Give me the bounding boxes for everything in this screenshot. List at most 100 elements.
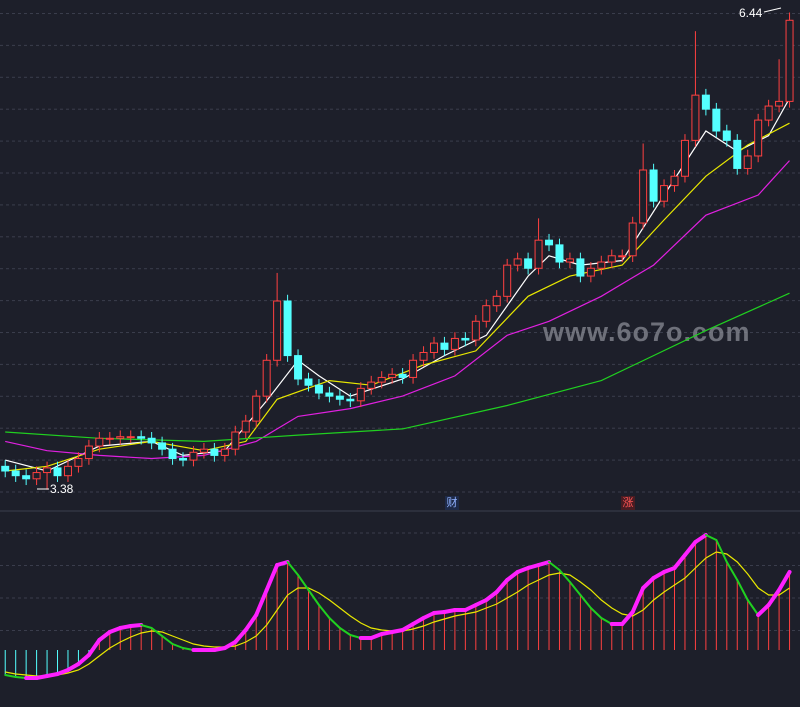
candle-body bbox=[429, 342, 438, 353]
moving-average-line bbox=[5, 122, 790, 472]
indicator-line-segment bbox=[494, 578, 510, 594]
candle-body bbox=[607, 255, 616, 263]
indicator-line-segment bbox=[682, 540, 698, 557]
candle-body bbox=[565, 258, 574, 263]
indicator-line-segment bbox=[171, 643, 185, 649]
candle-body bbox=[283, 300, 292, 357]
candle-body bbox=[534, 239, 543, 269]
candle-body bbox=[210, 448, 219, 456]
candle-body bbox=[440, 342, 449, 350]
candle-body bbox=[649, 169, 658, 202]
candle-body bbox=[179, 458, 188, 461]
candle-body bbox=[43, 467, 52, 474]
candle-body bbox=[576, 258, 585, 277]
candle-body bbox=[733, 139, 742, 169]
plot-layer bbox=[1, 12, 794, 680]
candle-body bbox=[545, 239, 554, 246]
candle-body bbox=[388, 373, 397, 378]
indicator-line-segment bbox=[243, 613, 259, 632]
candle-body bbox=[199, 448, 208, 453]
indicator-line-segment bbox=[558, 569, 571, 583]
indicator-line-segment bbox=[86, 638, 102, 657]
indicator-line-segment bbox=[297, 574, 310, 591]
candle-body bbox=[503, 264, 512, 297]
candle-body bbox=[335, 395, 344, 400]
indicator-line-segment bbox=[736, 579, 749, 601]
indicator-line-segment bbox=[725, 561, 739, 581]
candle-body bbox=[262, 359, 271, 397]
indicator-line-segment bbox=[568, 581, 582, 596]
candle-body bbox=[168, 448, 177, 460]
indicator-line-segment bbox=[651, 570, 667, 580]
candle-body bbox=[147, 437, 156, 444]
candle-body bbox=[513, 258, 522, 266]
candle-body bbox=[764, 105, 773, 121]
candle-body bbox=[670, 175, 679, 187]
candle-body bbox=[597, 261, 606, 269]
indicator-line-segment bbox=[693, 533, 708, 544]
indicator-line-segment bbox=[756, 603, 771, 617]
indicator-line-segment bbox=[548, 561, 561, 571]
indicator-line-segment bbox=[317, 604, 331, 619]
candle-body bbox=[32, 472, 41, 480]
candle-body bbox=[220, 448, 229, 456]
candle-body bbox=[231, 431, 240, 450]
indicator-line-segment bbox=[150, 627, 164, 637]
candle-body bbox=[691, 94, 700, 141]
candle-body bbox=[158, 442, 167, 450]
indicator-line-segment bbox=[672, 553, 687, 570]
candle-body bbox=[377, 376, 386, 383]
indicator-line-segment bbox=[65, 662, 81, 672]
indicator-line-segment bbox=[536, 560, 552, 567]
candle-body bbox=[63, 465, 72, 477]
tag-box bbox=[621, 496, 635, 510]
candle-body bbox=[461, 337, 470, 341]
high-label: 6.44 bbox=[739, 6, 763, 20]
indicator-line-segment bbox=[746, 599, 760, 616]
candle-body bbox=[785, 19, 794, 102]
candle-body bbox=[252, 395, 261, 422]
moving-average-line bbox=[5, 160, 790, 460]
candle-body bbox=[325, 392, 334, 397]
candle-body bbox=[11, 470, 20, 477]
candle-body bbox=[356, 387, 365, 402]
candle-body bbox=[74, 458, 83, 467]
indicator-line-segment bbox=[275, 560, 290, 567]
candle-body bbox=[53, 467, 62, 477]
candle-body bbox=[1, 465, 10, 472]
indicator-line-segment bbox=[254, 588, 269, 617]
indicator-line-segment bbox=[4, 674, 17, 678]
candle-body bbox=[105, 437, 114, 440]
candle-body bbox=[743, 155, 752, 169]
indicator-line-segment bbox=[715, 539, 728, 563]
candle-body bbox=[722, 130, 731, 141]
indicator-line-segment bbox=[76, 653, 91, 666]
indicator-line-segment bbox=[400, 622, 416, 632]
indicator-line-segment bbox=[97, 630, 112, 642]
rise-tag: 涨 bbox=[623, 496, 634, 509]
indicator-line-segment bbox=[222, 640, 238, 650]
candle-body bbox=[419, 351, 428, 361]
candle-body bbox=[273, 300, 282, 361]
candle-body bbox=[294, 355, 303, 380]
indicator-line-segment bbox=[264, 563, 280, 592]
tag-box bbox=[445, 496, 459, 510]
indicator-line-segment bbox=[641, 576, 656, 590]
candle-body bbox=[754, 119, 763, 157]
indicator-line-segment bbox=[620, 610, 635, 626]
candle-body bbox=[586, 267, 595, 277]
indicator-line-segment bbox=[307, 589, 320, 606]
candle-body bbox=[137, 436, 146, 439]
indicator-line-segment bbox=[704, 534, 718, 541]
candle-body bbox=[304, 378, 313, 386]
indicator-line-segment bbox=[233, 628, 248, 644]
low-label: 3.38 bbox=[50, 482, 74, 496]
candle-body bbox=[346, 398, 355, 402]
candle-body bbox=[126, 436, 135, 439]
watermark: www.6o7o.com bbox=[542, 317, 751, 347]
candle-body bbox=[471, 320, 480, 341]
candle-body bbox=[95, 437, 104, 447]
candle-body bbox=[524, 258, 533, 269]
candle-body bbox=[712, 108, 721, 132]
